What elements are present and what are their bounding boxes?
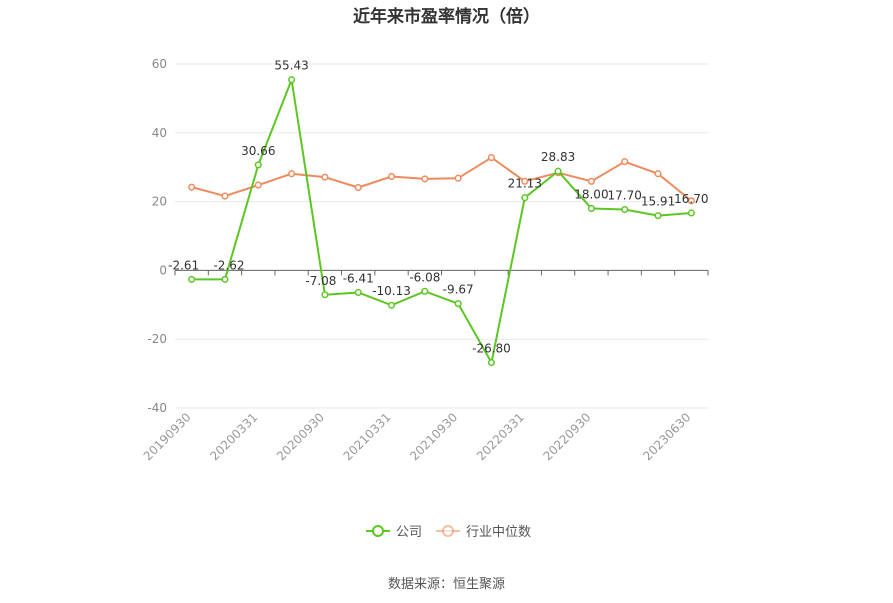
data-point [654,170,662,178]
data-point [587,177,595,185]
legend-item-company[interactable]: 公司 [366,525,422,540]
data-point [654,212,662,220]
x-tick-label: 20220331 [474,410,527,463]
source-note: 数据来源：恒生聚源 [387,577,505,592]
data-label: -7.08 [305,274,336,288]
data-point [321,291,329,299]
data-labels: -2.61 -2.62 30.66 55.43 -7.08 -6.41-10.13-6.0… [168,59,708,356]
y-tick-label: 40 [152,126,167,140]
data-point [387,301,396,309]
data-point [354,183,362,192]
y-tick-label: 0 [159,263,167,277]
data-point [487,359,496,367]
data-label: -6.41 [343,271,374,285]
grid-lines [175,63,708,409]
data-label: -10.13 [372,284,411,298]
y-tick-label: 20 [152,195,167,209]
data-label: 16.70 [674,192,708,206]
data-label: -2.61 [168,258,199,272]
legend-swatch-marker [372,525,384,537]
data-label: -9.67 [443,283,474,297]
data-point [454,300,462,308]
data-label: 21.13 [508,177,542,191]
data-point [421,287,429,295]
data-label: 28.83 [541,150,575,164]
series-line-company [191,78,692,364]
data-point [454,174,462,182]
legend-item-industry[interactable]: 行业中位数 [436,525,531,540]
data-point [254,181,262,189]
series-lines [188,76,695,367]
data-label: 15.91 [641,195,675,209]
data-label: -26.80 [472,342,511,356]
data-label: 18.00 [574,187,608,201]
data-label: -2.62 [213,258,244,272]
chart-title: 近年来市盈率情况（倍） [353,7,540,27]
data-point [621,205,629,214]
data-point [188,275,196,283]
data-point [288,76,296,84]
x-tick-label: 20230630 [640,410,693,463]
data-label: 17.70 [608,189,642,203]
x-tick-label: 20210331 [341,410,394,463]
data-point [587,204,595,213]
data-point [321,173,329,181]
legend-label: 行业中位数 [466,525,531,540]
data-point [521,194,529,202]
data-point [221,275,229,283]
x-tick-label: 20210930 [407,410,460,463]
data-point [487,154,496,162]
x-tick-label: 20200930 [274,410,327,463]
data-point [354,288,362,297]
data-point [554,167,562,175]
data-point [421,175,429,183]
data-point [687,197,695,205]
data-point [188,183,196,191]
legend-label: 公司 [396,525,422,540]
data-point [288,170,296,178]
data-point [221,192,229,200]
data-point [387,172,396,181]
legend-swatch-marker [442,525,454,537]
x-tick-label: 20200331 [207,410,260,463]
data-label: 30.66 [241,144,275,158]
data-point [254,161,262,169]
data-point [687,209,695,217]
y-tick-label: -40 [147,401,167,415]
data-point [621,158,629,166]
data-point [521,177,529,185]
x-tick-label: 20220930 [540,410,593,463]
series-line-industry [191,156,692,202]
data-label: -6.08 [409,270,440,284]
x-tick-label: 20190930 [141,410,194,463]
y-tick-label: 60 [152,57,167,71]
data-label: 55.43 [274,59,308,73]
legend[interactable]: 公司 行业中位数 [366,525,531,540]
y-tick-label: -20 [147,332,167,346]
